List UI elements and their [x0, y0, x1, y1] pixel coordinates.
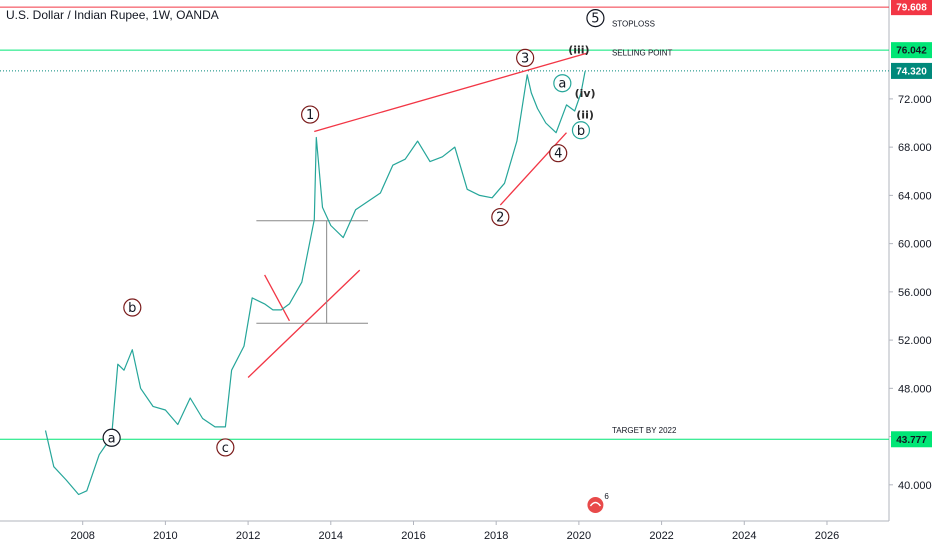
wave-label-5: a: [108, 431, 116, 446]
horizontal-levels: [0, 6, 889, 440]
wave-circle-5: [102, 428, 121, 447]
wave-label-1: 2: [496, 211, 504, 226]
price-label-bg-1: [891, 42, 932, 59]
text-notes: STOPLOSS SELLING POINT TARGET BY 2022: [612, 20, 677, 435]
price-labels: 79.608 76.042 74.320 43.777: [891, 0, 932, 448]
price-label-bg-3: [891, 431, 932, 448]
x-tick-label: 2024: [732, 530, 756, 542]
y-tick-label: 64.000: [898, 190, 932, 202]
y-tick-label: 40.000: [898, 480, 932, 492]
x-tick-label: 2010: [153, 530, 177, 542]
wedge-lower-line: [499, 132, 567, 206]
wave-annotations: 1 2 3 4 5 a b c a b (iii) (iv) (ii): [102, 8, 605, 457]
y-tick-label: 56.000: [898, 287, 932, 299]
note-0: STOPLOSS: [612, 20, 655, 29]
event-badge-icon: [587, 497, 604, 513]
price-label-0: 79.608: [896, 3, 927, 14]
wave-circle-8: [553, 74, 572, 93]
x-tick-label: 2018: [484, 530, 508, 542]
y-tick-label: 68.000: [898, 142, 932, 154]
price-label-2: 74.320: [896, 66, 927, 77]
wave-sublabel-12: (ii): [576, 109, 594, 122]
wave-circle-6: [123, 298, 142, 317]
wave-label-0: 1: [306, 108, 314, 123]
wave-label-9: b: [577, 124, 585, 139]
wave-circle-9: [571, 121, 591, 140]
trend-drawings: [247, 52, 588, 378]
x-tick-label: 2016: [401, 530, 425, 542]
wave-sublabel-11: (iv): [575, 87, 596, 100]
y-tick-label: 48.000: [898, 383, 932, 395]
wave-circle-2: [516, 48, 535, 67]
price-label-bg-0: [891, 0, 932, 16]
note-2: TARGET BY 2022: [612, 426, 677, 435]
x-tick-label: 2012: [236, 530, 260, 542]
wave-label-4: 5: [591, 12, 599, 27]
x-tick-label: 2008: [70, 530, 94, 542]
flag-lower-line: [247, 269, 361, 378]
event-badge-mark: [589, 501, 602, 507]
y-tick-label: 60.000: [898, 239, 932, 251]
wave-circle-1: [491, 207, 510, 227]
wave-label-7: c: [222, 441, 229, 456]
price-label-3: 43.777: [896, 435, 927, 446]
x-tick-label: 2014: [319, 530, 343, 542]
wave-label-8: a: [558, 77, 566, 92]
flag-upper-line: [264, 274, 291, 322]
chart-title: U.S. Dollar / Indian Rupee, 1W, OANDA: [6, 8, 219, 22]
x-tick-label: 2022: [649, 530, 673, 542]
price-label-1: 76.042: [896, 46, 927, 57]
note-1: SELLING POINT: [612, 48, 673, 57]
wave-circle-3: [549, 144, 568, 163]
wave-label-6: b: [128, 301, 136, 316]
y-tick-label: 52.000: [898, 335, 932, 347]
event-badge: 6: [587, 492, 609, 513]
price-label-bg-2: [891, 62, 932, 79]
wave-label-2: 3: [521, 51, 529, 66]
wave-circle-7: [216, 438, 235, 457]
y-tick-label: 72.000: [898, 94, 932, 106]
wave-circle-4: [586, 8, 605, 28]
event-badge-count: 6: [604, 492, 609, 501]
wave-circle-0: [301, 105, 320, 124]
x-tick-label: 2020: [567, 530, 591, 542]
price-line-series-0: [44, 71, 586, 496]
wave-label-3: 4: [554, 147, 562, 162]
wave-sublabel-10: (iii): [568, 43, 589, 56]
x-tick-label: 2026: [815, 530, 839, 542]
price-series: [44, 71, 586, 496]
wedge-upper-line: [314, 52, 588, 133]
